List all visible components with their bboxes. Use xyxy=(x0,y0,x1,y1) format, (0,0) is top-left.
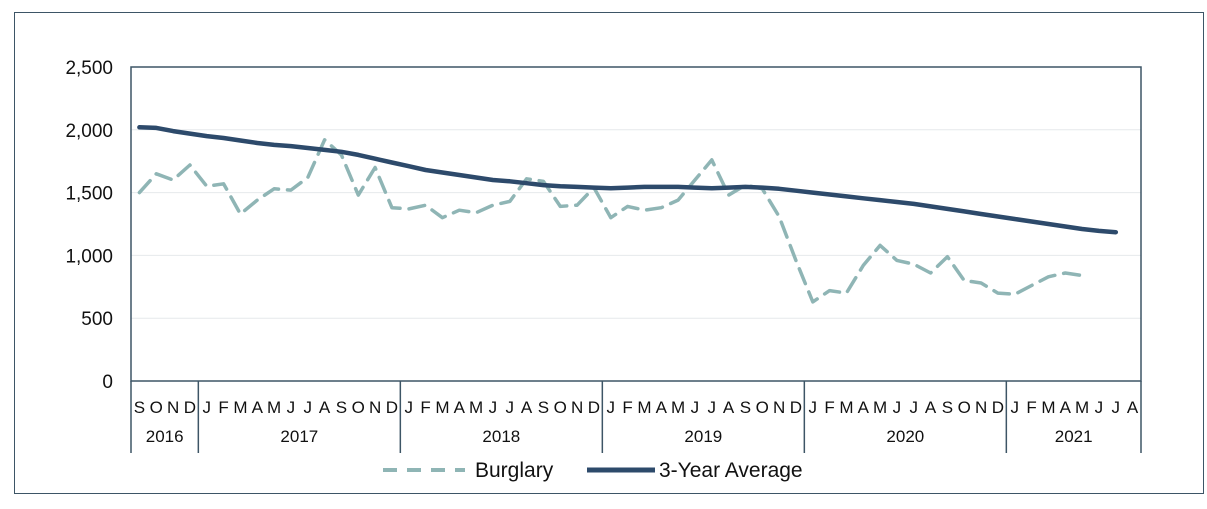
month-tick-label: D xyxy=(184,398,196,417)
month-tick-label: A xyxy=(252,398,264,417)
month-tick-label: D xyxy=(992,398,1004,417)
month-tick-label: F xyxy=(622,398,632,417)
month-tick-label: J xyxy=(691,398,700,417)
month-tick-label: N xyxy=(571,398,583,417)
month-tick-label: N xyxy=(167,398,179,417)
month-tick-label: J xyxy=(287,398,296,417)
month-tick-label: J xyxy=(708,398,717,417)
month-tick-label: D xyxy=(588,398,600,417)
month-tick-label: D xyxy=(386,398,398,417)
legend-burglary-label: Burglary xyxy=(475,459,554,482)
month-tick-label: N xyxy=(369,398,381,417)
month-tick-label: J xyxy=(809,398,818,417)
legend: Burglary 3-Year Average xyxy=(383,459,803,482)
month-tick-label: S xyxy=(134,398,145,417)
month-tick-label: M xyxy=(873,398,887,417)
month-tick-label: M xyxy=(671,398,685,417)
month-tick-label: A xyxy=(925,398,937,417)
month-tick-label: S xyxy=(336,398,347,417)
month-tick-label: J xyxy=(607,398,616,417)
month-tick-label: O xyxy=(554,398,567,417)
month-tick-label: J xyxy=(203,398,212,417)
month-tick-label: M xyxy=(1041,398,1055,417)
month-tick-label: A xyxy=(858,398,870,417)
month-tick-label: J xyxy=(506,398,515,417)
year-tick-label: 2018 xyxy=(482,427,520,446)
y-tick-label: 1,000 xyxy=(65,246,113,267)
month-tick-label: J xyxy=(1095,398,1104,417)
month-tick-label: N xyxy=(773,398,785,417)
year-tick-label: 2016 xyxy=(146,427,184,446)
month-tick-label: N xyxy=(975,398,987,417)
series-lines xyxy=(137,125,1119,304)
month-tick-label: M xyxy=(469,398,483,417)
month-tick-label: J xyxy=(1011,398,1020,417)
y-tick-label: 500 xyxy=(81,309,113,330)
month-tick-label: J xyxy=(405,398,414,417)
month-tick-label: D xyxy=(790,398,802,417)
month-tick-label: S xyxy=(538,398,549,417)
year-tick-label: 2019 xyxy=(684,427,722,446)
y-tick-label: 0 xyxy=(102,372,113,393)
month-tick-label: O xyxy=(756,398,769,417)
month-tick-label: A xyxy=(319,398,331,417)
plot-area-border xyxy=(130,66,1142,382)
month-tick-label: F xyxy=(824,398,834,417)
average-series-line xyxy=(137,125,1119,235)
burglary-series-line xyxy=(137,138,1084,304)
month-tick-label: F xyxy=(1026,398,1036,417)
month-tick-label: A xyxy=(723,398,735,417)
year-tick-label: 2020 xyxy=(886,427,924,446)
month-tick-label: M xyxy=(637,398,651,417)
month-tick-label: M xyxy=(267,398,281,417)
y-tick-label: 1,500 xyxy=(65,184,113,205)
month-tick-label: M xyxy=(1075,398,1089,417)
month-tick-label: J xyxy=(893,398,902,417)
month-tick-label: O xyxy=(352,398,365,417)
month-tick-label: F xyxy=(218,398,228,417)
y-tick-label: 2,500 xyxy=(65,58,113,79)
month-tick-label: A xyxy=(521,398,533,417)
y-tick-label: 2,000 xyxy=(65,121,113,142)
month-tick-label: M xyxy=(435,398,449,417)
month-tick-label: M xyxy=(839,398,853,417)
month-tick-label: A xyxy=(1060,398,1072,417)
gridlines xyxy=(131,129,1141,319)
month-tick-label: A xyxy=(454,398,466,417)
month-tick-label: O xyxy=(958,398,971,417)
month-tick-label: M xyxy=(233,398,247,417)
legend-average-label: 3-Year Average xyxy=(659,459,803,482)
month-tick-label: O xyxy=(150,398,163,417)
month-tick-label: S xyxy=(740,398,751,417)
year-tick-label: 2021 xyxy=(1055,427,1093,446)
month-tick-label: S xyxy=(942,398,953,417)
month-tick-label: J xyxy=(910,398,919,417)
year-tick-label: 2017 xyxy=(280,427,318,446)
month-tick-label: J xyxy=(1112,398,1121,417)
month-tick-label: A xyxy=(1127,398,1139,417)
month-tick-label: A xyxy=(656,398,668,417)
month-tick-label: J xyxy=(489,398,498,417)
month-tick-label: J xyxy=(304,398,313,417)
month-tick-label: F xyxy=(420,398,430,417)
y-axis-tick-labels: 0 500 1,000 1,500 2,000 2,500 xyxy=(65,58,113,393)
